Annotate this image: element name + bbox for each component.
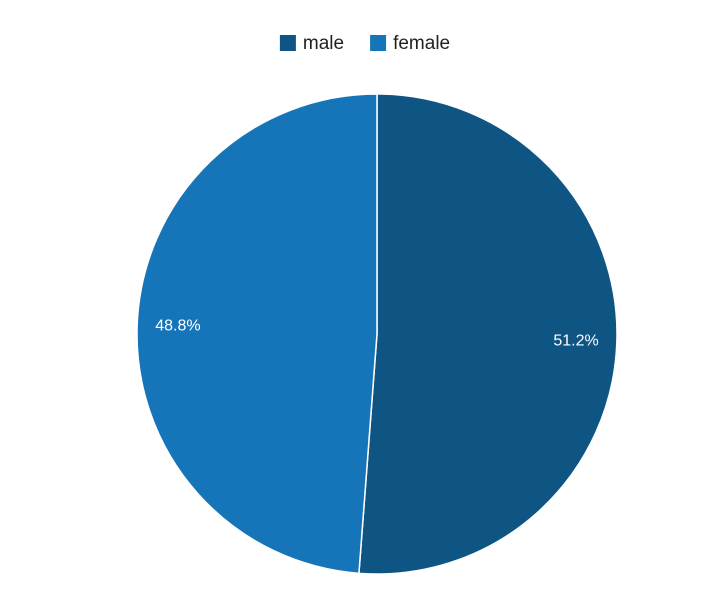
pie-slice bbox=[358, 93, 618, 575]
value-label: 48.8% bbox=[155, 318, 200, 335]
legend-label: male bbox=[303, 33, 344, 54]
legend-label: female bbox=[393, 33, 450, 54]
legend: male female bbox=[279, 33, 450, 54]
legend-swatch bbox=[279, 35, 296, 51]
pie-slice bbox=[136, 93, 378, 575]
legend-swatch bbox=[370, 35, 387, 51]
value-label: 51.2% bbox=[553, 333, 598, 350]
